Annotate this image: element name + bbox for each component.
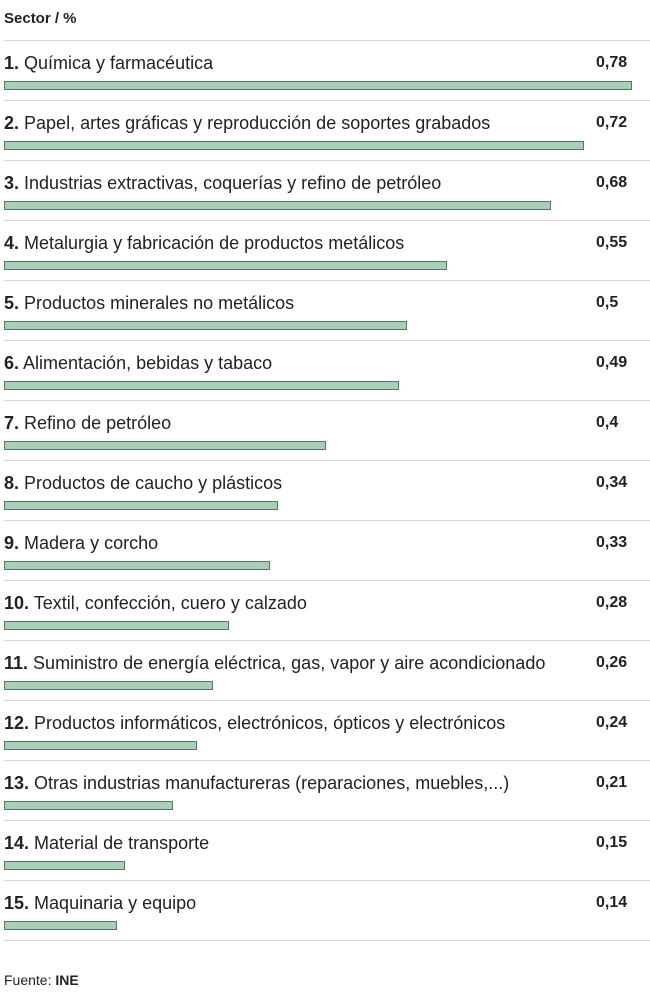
value-label: 0,24 (596, 714, 628, 731)
category-label: 13. Otras industrias manufactureras (rep… (4, 771, 509, 795)
category-label: 9. Madera y corcho (4, 531, 158, 555)
bar-row: 14. Material de transporte 0,15 (4, 821, 650, 881)
category-name: Maquinaria y equipo (34, 893, 197, 913)
category-name: Madera y corcho (24, 533, 159, 553)
value-label: 0,28 (596, 594, 628, 611)
bar-chart-rows: 1. Química y farmacéutica 0,78 2. Papel, a… (0, 41, 650, 941)
bar-row: 3. Industrias extractivas, coquerías y r… (4, 161, 650, 221)
bar (4, 141, 584, 150)
category-rank: 7. (4, 413, 20, 433)
category-label: 6. Alimentación, bebidas y tabaco (4, 351, 272, 375)
bar-row: 8. Productos de caucho y plásticos 0,34 (4, 461, 650, 521)
category-label: 4. Metalurgia y fabricación de productos… (4, 231, 404, 255)
bar-row: 15. Maquinaria y equipo 0,14 (4, 881, 650, 941)
category-name: Textil, confección, cuero y calzado (33, 593, 307, 613)
bar (4, 741, 197, 750)
bar (4, 261, 447, 270)
bar (4, 501, 278, 510)
category-name: Metalurgia y fabricación de productos me… (24, 233, 405, 253)
category-label: 10. Textil, confección, cuero y calzado (4, 591, 307, 615)
bar (4, 681, 213, 690)
value-label: 0,49 (596, 354, 628, 371)
category-label: 8. Productos de caucho y plásticos (4, 471, 282, 495)
category-rank: 1. (4, 53, 20, 73)
category-label: 5. Productos minerales no metálicos (4, 291, 294, 315)
category-label: 7. Refino de petróleo (4, 411, 171, 435)
bar-row: 2. Papel, artes gráficas y reproducción … (4, 101, 650, 161)
category-name: Productos informáticos, electrónicos, óp… (34, 713, 506, 733)
category-rank: 6. (4, 353, 20, 373)
bar (4, 381, 399, 390)
bar-row: 11. Suministro de energía eléctrica, gas… (4, 641, 650, 701)
bar-row: 6. Alimentación, bebidas y tabaco 0,49 (4, 341, 650, 401)
category-label: 15. Maquinaria y equipo (4, 891, 196, 915)
category-label: 11. Suministro de energía eléctrica, gas… (4, 651, 545, 675)
value-label: 0,33 (596, 534, 628, 551)
category-name: Productos minerales no metálicos (24, 293, 295, 313)
bar-row: 1. Química y farmacéutica 0,78 (4, 41, 650, 101)
category-label: 2. Papel, artes gráficas y reproducción … (4, 111, 490, 135)
category-rank: 4. (4, 233, 20, 253)
bar-row: 12. Productos informáticos, electrónicos… (4, 701, 650, 761)
category-rank: 14. (4, 833, 30, 853)
category-rank: 10. (4, 593, 30, 613)
bar (4, 621, 229, 630)
value-label: 0,21 (596, 774, 628, 791)
source-note: Fuente: INE (4, 969, 79, 991)
bar-row: 9. Madera y corcho 0,33 (4, 521, 650, 581)
category-rank: 12. (4, 713, 30, 733)
bar (4, 861, 125, 870)
bar-row: 5. Productos minerales no metálicos 0,5 (4, 281, 650, 341)
category-rank: 13. (4, 773, 30, 793)
bar (4, 801, 173, 810)
category-rank: 2. (4, 113, 20, 133)
chart-header: Sector / % (4, 0, 650, 41)
category-name: Material de transporte (34, 833, 210, 853)
bar-row: 4. Metalurgia y fabricación de productos… (4, 221, 650, 281)
value-label: 0,68 (596, 174, 628, 191)
source-label: Fuente: (4, 972, 52, 988)
category-label: 1. Química y farmacéutica (4, 51, 213, 75)
category-name: Productos de caucho y plásticos (24, 473, 283, 493)
bar (4, 921, 117, 930)
bar (4, 81, 632, 90)
value-label: 0,5 (596, 294, 619, 311)
value-label: 0,15 (596, 834, 628, 851)
value-label: 0,78 (596, 54, 628, 71)
category-rank: 11. (4, 653, 29, 673)
category-name: Suministro de energía eléctrica, gas, va… (33, 653, 546, 673)
value-label: 0,4 (596, 414, 619, 431)
value-label: 0,26 (596, 654, 628, 671)
category-name: Alimentación, bebidas y tabaco (23, 353, 273, 373)
category-rank: 15. (4, 893, 30, 913)
bar-row: 13. Otras industrias manufactureras (rep… (4, 761, 650, 821)
category-rank: 9. (4, 533, 20, 553)
category-name: Papel, artes gráficas y reproducción de … (24, 113, 491, 133)
value-label: 0,72 (596, 114, 628, 131)
category-name: Química y farmacéutica (24, 53, 214, 73)
bar-row: 10. Textil, confección, cuero y calzado 0… (4, 581, 650, 641)
category-name: Refino de petróleo (24, 413, 172, 433)
category-name: Otras industrias manufactureras (reparac… (34, 773, 510, 793)
bar-row: 7. Refino de petróleo 0,4 (4, 401, 650, 461)
category-rank: 8. (4, 473, 20, 493)
bar (4, 201, 551, 210)
category-label: 14. Material de transporte (4, 831, 209, 855)
value-label: 0,34 (596, 474, 628, 491)
category-rank: 5. (4, 293, 20, 313)
bar (4, 441, 326, 450)
value-label: 0,14 (596, 894, 628, 911)
category-rank: 3. (4, 173, 20, 193)
category-name: Industrias extractivas, coquerías y refi… (24, 173, 442, 193)
category-label: 3. Industrias extractivas, coquerías y r… (4, 171, 441, 195)
value-label: 0,55 (596, 234, 628, 251)
category-label: 12. Productos informáticos, electrónicos… (4, 711, 505, 735)
bar (4, 561, 270, 570)
source-name: INE (55, 972, 79, 988)
bar (4, 321, 407, 330)
